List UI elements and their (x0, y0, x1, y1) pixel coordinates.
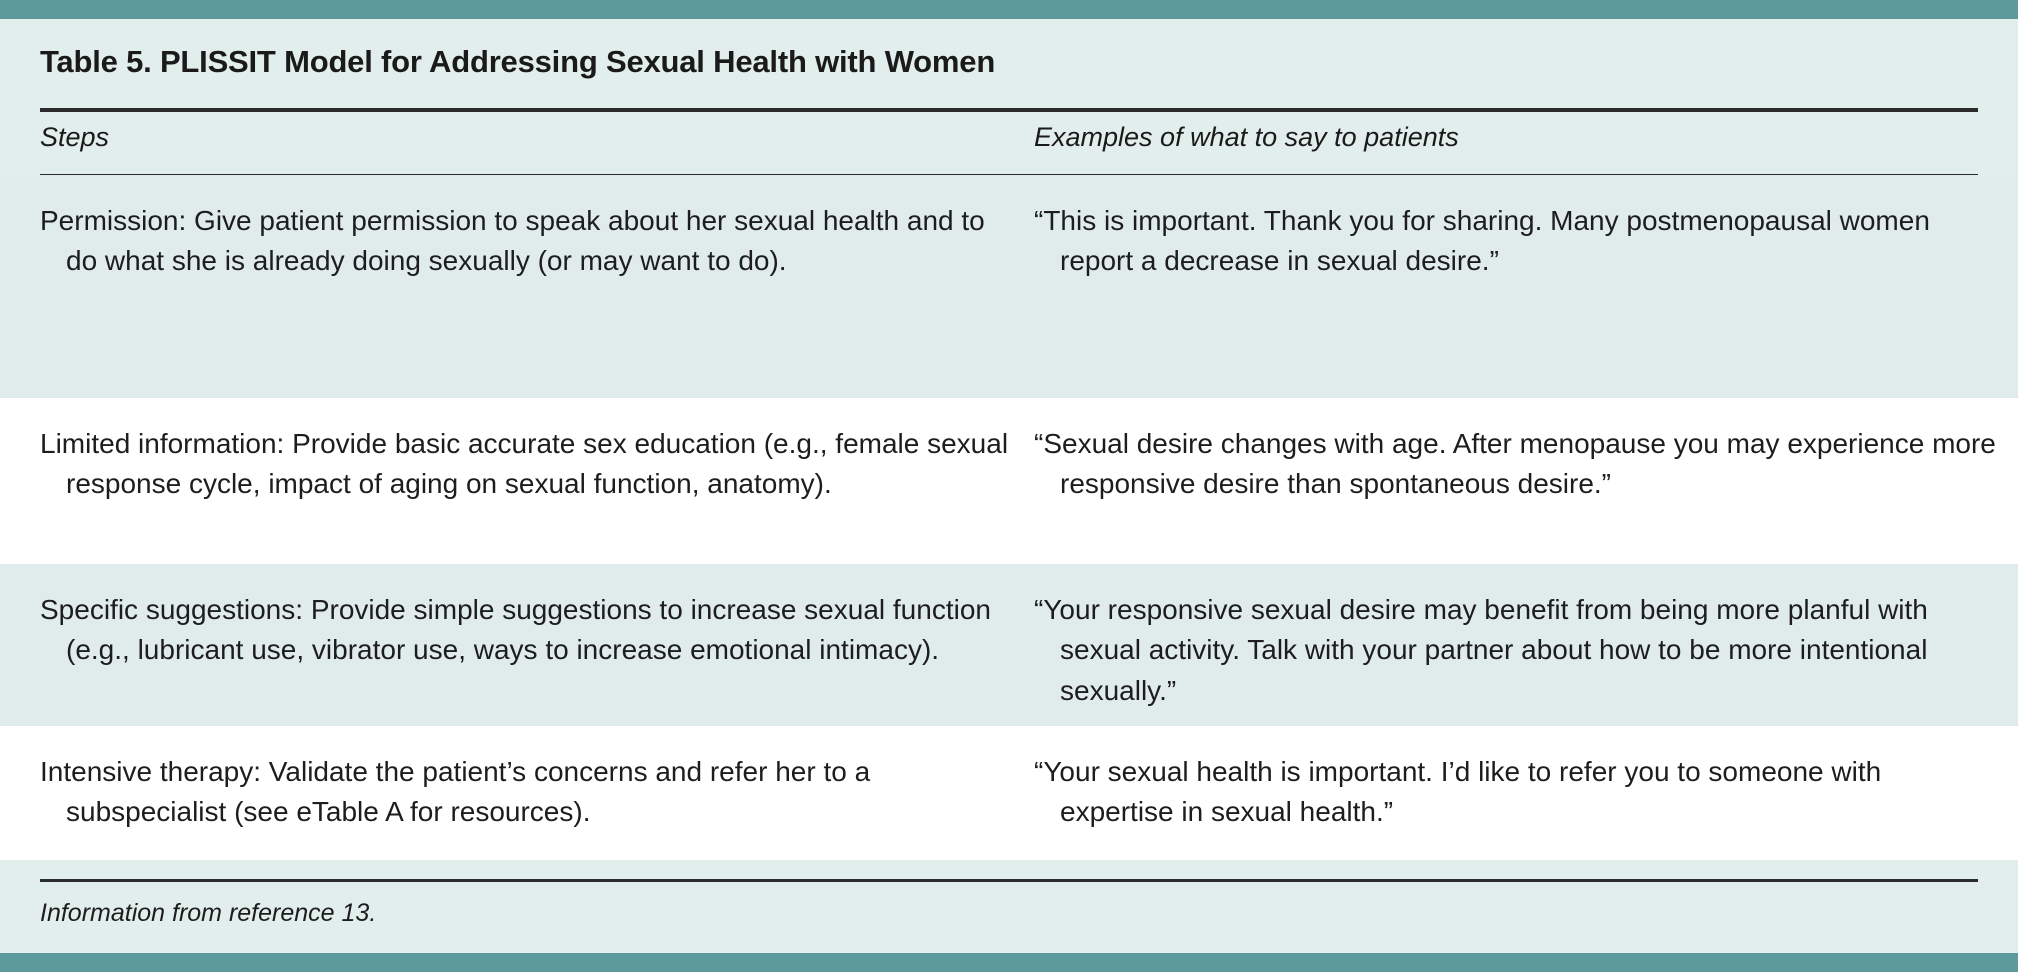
cell-step: Limited information: Provide basic accur… (40, 428, 1009, 500)
table-body: Table 5. PLISSIT Model for Addressing Se… (0, 19, 2018, 953)
table-row: Permission: Give patient permission to s… (0, 175, 2018, 398)
cell-example: “Sexual desire changes with age. After m… (1034, 428, 1996, 500)
table-row: Limited information: Provide basic accur… (0, 398, 2018, 564)
cell-example: “Your responsive sexual desire may benef… (1034, 594, 1928, 706)
cell-example: “Your sexual health is important. I’d li… (1034, 756, 1882, 828)
table-row: Specific suggestions: Provide simple sug… (0, 564, 2018, 726)
table-row: Intensive therapy: Validate the patient’… (0, 726, 2018, 860)
rule-above-footnote (40, 879, 1978, 882)
table-footnote: Information from reference 13. (40, 899, 377, 927)
cell-example: “This is important. Thank you for sharin… (1034, 205, 1930, 277)
column-header-steps: Steps (40, 122, 110, 152)
cell-step: Specific suggestions: Provide simple sug… (40, 594, 991, 666)
cell-step: Permission: Give patient permission to s… (40, 205, 985, 277)
accent-bar-bottom (0, 953, 2018, 972)
column-header-examples: Examples of what to say to patients (1034, 122, 1459, 152)
rule-under-title (40, 108, 1978, 112)
table-header-row: Steps Examples of what to say to patient… (0, 122, 2018, 172)
page-title: Table 5. PLISSIT Model for Addressing Se… (40, 44, 996, 79)
accent-bar-top (0, 0, 2018, 19)
cell-step: Intensive therapy: Validate the patient’… (40, 756, 871, 828)
